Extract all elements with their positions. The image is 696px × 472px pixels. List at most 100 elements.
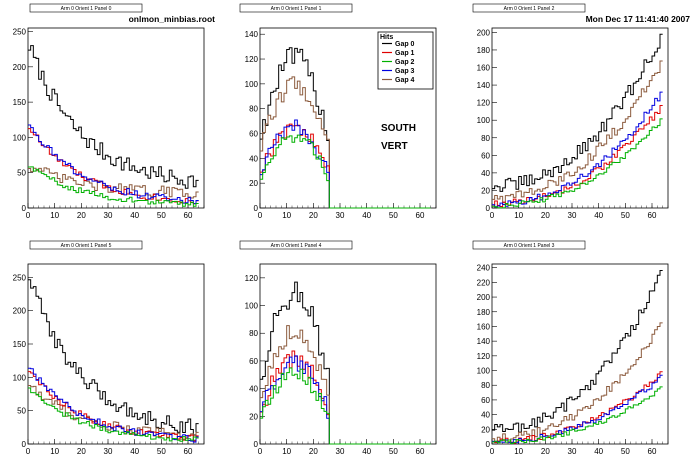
x-tick-label: 60 bbox=[416, 447, 425, 456]
y-tick-label: 200 bbox=[477, 293, 491, 302]
series-line bbox=[28, 45, 199, 189]
y-tick-label: 0 bbox=[22, 204, 27, 213]
y-tick-label: 140 bbox=[245, 30, 259, 39]
panel-title-box bbox=[472, 3, 586, 13]
y-tick-label: 80 bbox=[249, 329, 258, 338]
legend-entry: Gap 0 bbox=[395, 41, 415, 48]
x-tick-label: 0 bbox=[258, 211, 263, 220]
x-tick-label: 0 bbox=[490, 211, 495, 220]
y-tick-label: 150 bbox=[13, 340, 27, 349]
y-tick-label: 20 bbox=[481, 425, 490, 434]
x-tick-label: 20 bbox=[77, 211, 86, 220]
y-tick-label: 20 bbox=[249, 412, 258, 421]
legend-title: Hits bbox=[380, 34, 393, 41]
y-tick-label: 60 bbox=[249, 130, 258, 139]
y-tick-label: 100 bbox=[477, 367, 491, 376]
x-tick-label: 30 bbox=[104, 211, 113, 220]
plot-frame bbox=[27, 27, 205, 209]
y-tick-label: 40 bbox=[249, 385, 258, 394]
x-tick-label: 20 bbox=[309, 211, 318, 220]
y-tick-label: 20 bbox=[481, 186, 490, 195]
x-tick-label: 50 bbox=[621, 447, 630, 456]
panels-group: Arm 0 Orient 1 Panel 0 0 10 20 30 40 50 60 0 50 10… bbox=[13, 3, 669, 456]
y-tick-label: 40 bbox=[481, 169, 490, 178]
x-tick-label: 10 bbox=[282, 447, 291, 456]
legend-entry: Gap 1 bbox=[395, 50, 415, 57]
panel-title-box bbox=[239, 3, 353, 13]
x-tick-label: 60 bbox=[648, 211, 657, 220]
x-tick-label: 0 bbox=[26, 211, 31, 220]
y-tick-label: 60 bbox=[481, 396, 490, 405]
y-tick-label: 50 bbox=[17, 169, 26, 178]
y-tick-label: 120 bbox=[477, 99, 491, 108]
filename-label: onlmon_minbias.root bbox=[129, 14, 216, 24]
x-tick-label: 60 bbox=[416, 211, 425, 220]
y-tick-label: 120 bbox=[477, 352, 491, 361]
series-line bbox=[492, 386, 663, 444]
x-tick-label: 0 bbox=[490, 447, 495, 456]
y-tick-label: 0 bbox=[486, 204, 491, 213]
x-tick-label: 20 bbox=[77, 447, 86, 456]
y-tick-label: 220 bbox=[477, 278, 491, 287]
y-tick-label: 100 bbox=[13, 133, 27, 142]
y-tick-label: 180 bbox=[477, 46, 491, 55]
x-tick-label: 40 bbox=[130, 447, 139, 456]
x-tick-label: 0 bbox=[26, 447, 31, 456]
x-tick-label: 50 bbox=[389, 447, 398, 456]
series-line bbox=[492, 118, 663, 209]
y-tick-label: 120 bbox=[245, 274, 259, 283]
y-tick-label: 80 bbox=[481, 381, 490, 390]
plot-frame bbox=[491, 27, 669, 209]
y-tick-label: 40 bbox=[249, 154, 258, 163]
y-tick-label: 240 bbox=[477, 264, 491, 273]
histogram-panel: Arm 0 Orient 1 Panel 3 0 10 20 30 40 50 60 0 20 40… bbox=[472, 240, 669, 456]
datetime-label: Mon Dec 17 11:41:40 2007 bbox=[586, 14, 691, 24]
legend-entry: Gap 2 bbox=[395, 59, 415, 66]
plot-frame bbox=[27, 263, 205, 445]
panel-title: Arm 0 Orient 1 Panel 1 bbox=[271, 6, 322, 12]
legend: Hits Gap 0 Gap 1 Gap 2 Gap 3 Gap 4 bbox=[377, 31, 434, 90]
series-line bbox=[492, 374, 663, 444]
x-tick-label: 0 bbox=[258, 447, 263, 456]
x-tick-label: 60 bbox=[648, 447, 657, 456]
x-tick-label: 50 bbox=[389, 211, 398, 220]
x-tick-label: 60 bbox=[184, 211, 193, 220]
y-tick-label: 120 bbox=[245, 55, 259, 64]
series-line bbox=[28, 124, 199, 205]
y-tick-label: 180 bbox=[477, 308, 491, 317]
series-line bbox=[28, 166, 199, 207]
x-tick-label: 40 bbox=[594, 211, 603, 220]
x-tick-label: 50 bbox=[157, 447, 166, 456]
y-tick-label: 160 bbox=[477, 64, 491, 73]
x-tick-label: 30 bbox=[336, 211, 345, 220]
histogram-panel: Arm 0 Orient 1 Panel 5 0 10 20 30 40 50 60 0 50 10… bbox=[13, 240, 205, 456]
series-line bbox=[28, 367, 199, 443]
y-tick-label: 100 bbox=[477, 116, 491, 125]
y-tick-label: 200 bbox=[13, 307, 27, 316]
y-tick-label: 60 bbox=[481, 151, 490, 160]
x-tick-label: 10 bbox=[514, 211, 523, 220]
panel-title-box bbox=[472, 240, 586, 250]
panel-title-box bbox=[29, 3, 143, 13]
series-line bbox=[492, 60, 663, 203]
panel-title-box bbox=[239, 240, 353, 250]
legend-entry: Gap 4 bbox=[395, 77, 415, 84]
series-line bbox=[260, 367, 431, 445]
histogram-panel: Arm 0 Orient 1 Panel 0 0 10 20 30 40 50 60 0 50 10… bbox=[13, 3, 205, 220]
panel-title: Arm 0 Orient 1 Panel 3 bbox=[504, 243, 555, 249]
series-line bbox=[260, 134, 431, 209]
x-tick-label: 50 bbox=[621, 211, 630, 220]
y-tick-label: 200 bbox=[13, 63, 27, 72]
y-tick-label: 100 bbox=[245, 302, 259, 311]
vert-label: VERT bbox=[381, 141, 408, 152]
x-tick-label: 40 bbox=[362, 211, 371, 220]
x-tick-label: 10 bbox=[514, 447, 523, 456]
y-tick-label: 50 bbox=[17, 407, 26, 416]
y-tick-label: 0 bbox=[254, 204, 259, 213]
south-label: SOUTH bbox=[381, 123, 416, 134]
series-line bbox=[492, 322, 663, 443]
panel-title: Arm 0 Orient 1 Panel 4 bbox=[271, 243, 322, 249]
y-tick-label: 0 bbox=[254, 440, 259, 449]
series-line bbox=[492, 33, 663, 192]
